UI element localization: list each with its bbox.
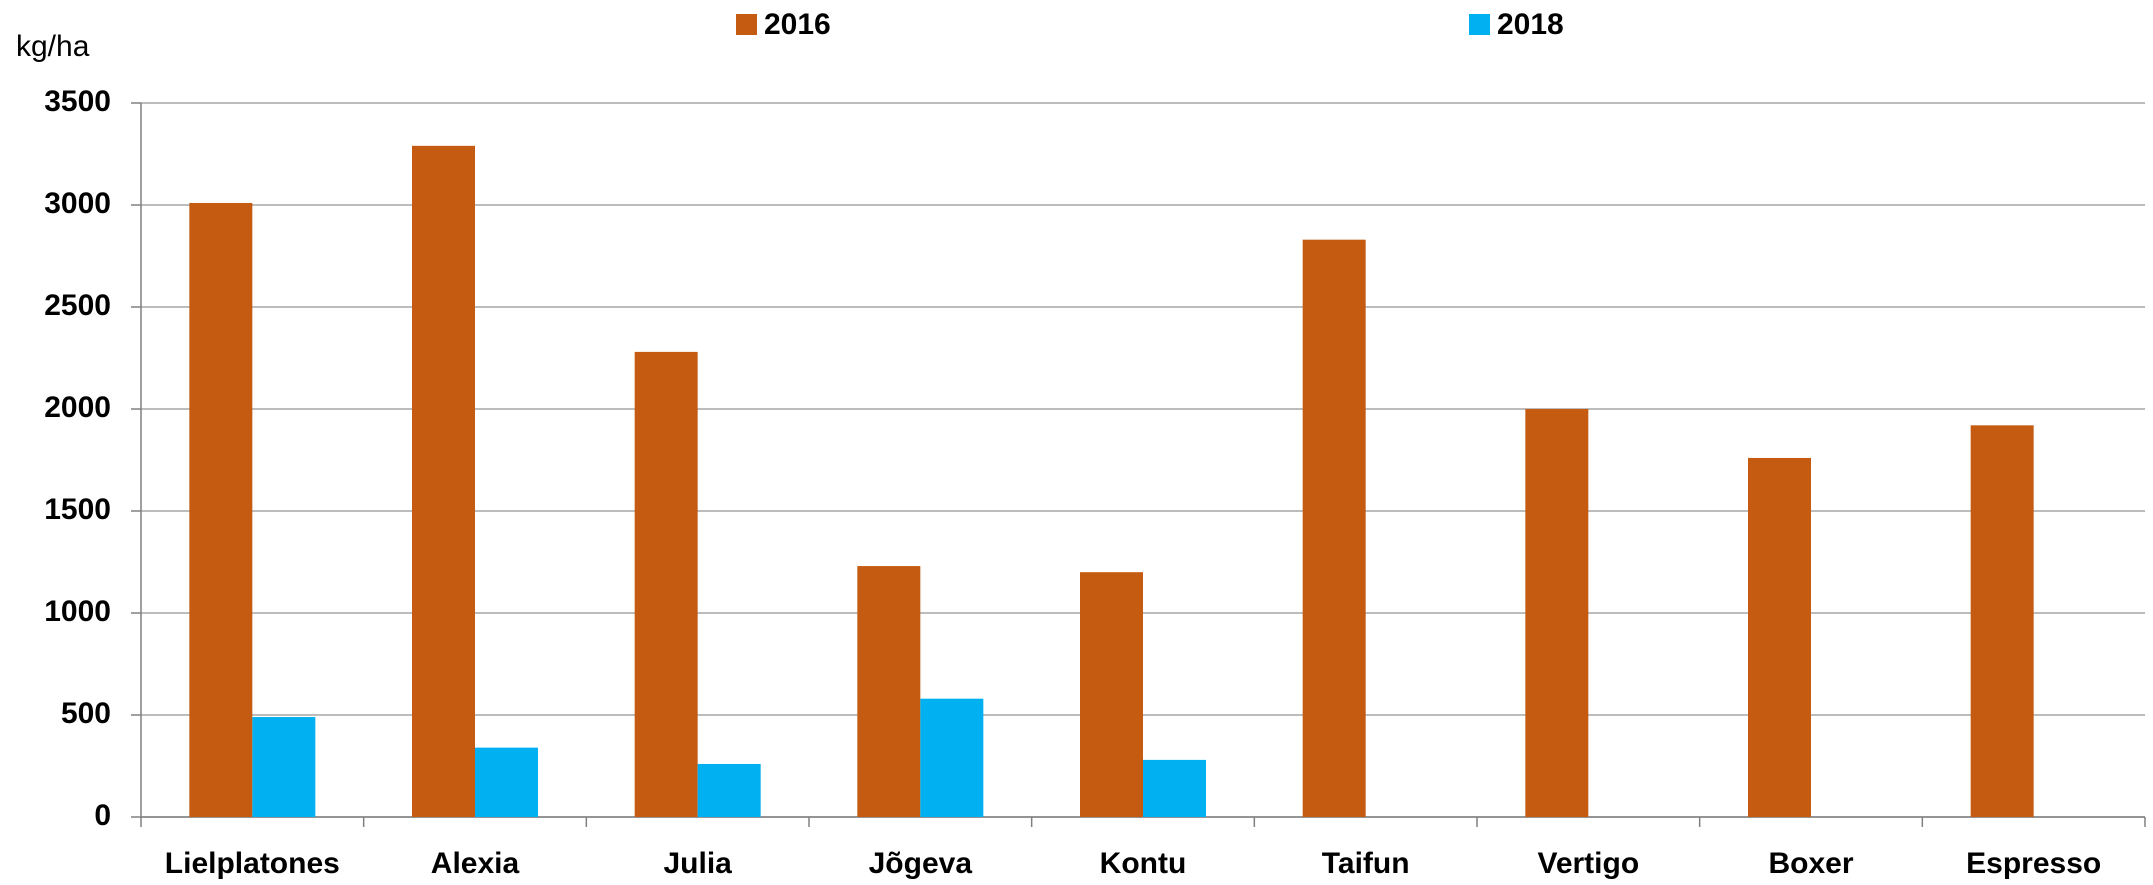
bar: [1302, 239, 1366, 817]
legend-label: 2018: [1497, 8, 1564, 41]
y-tick-label: 500: [61, 697, 111, 730]
bar: [1143, 759, 1206, 817]
bar: [857, 566, 921, 817]
y-tick-label: 2500: [44, 289, 111, 322]
bar: [252, 717, 316, 817]
x-tick-label: Alexia: [431, 847, 520, 880]
x-tick-label: Espresso: [1966, 847, 2101, 880]
y-tick-label: 1500: [44, 493, 111, 526]
bar: [1970, 425, 2034, 817]
bar: [1525, 409, 1589, 817]
bar: [634, 351, 698, 817]
y-tick-label: 0: [94, 799, 111, 832]
x-tick-label: Julia: [663, 847, 732, 880]
bar: [1080, 572, 1143, 817]
y-axis-label: kg/ha: [16, 30, 90, 63]
bar: [412, 145, 475, 818]
x-tick-label: Taifun: [1322, 847, 1410, 880]
bar: [189, 202, 253, 817]
y-tick-label: 1000: [44, 595, 111, 628]
x-tick-label: Jõgeva: [869, 847, 973, 880]
legend-label: 2016: [764, 8, 831, 41]
legend-swatch: [736, 14, 757, 35]
x-tick-label: Boxer: [1768, 847, 1853, 880]
x-tick-label: Kontu: [1100, 847, 1187, 880]
x-tick-label: Lielplatones: [165, 847, 340, 880]
y-tick-label: 3000: [44, 187, 111, 220]
y-tick-label: 2000: [44, 391, 111, 424]
bar: [1748, 457, 1811, 817]
x-tick-label: Vertigo: [1537, 847, 1639, 880]
bar: [697, 763, 761, 817]
bar: [920, 698, 984, 817]
y-tick-label: 3500: [44, 85, 111, 118]
legend-swatch: [1469, 14, 1490, 35]
bar: [475, 747, 538, 817]
